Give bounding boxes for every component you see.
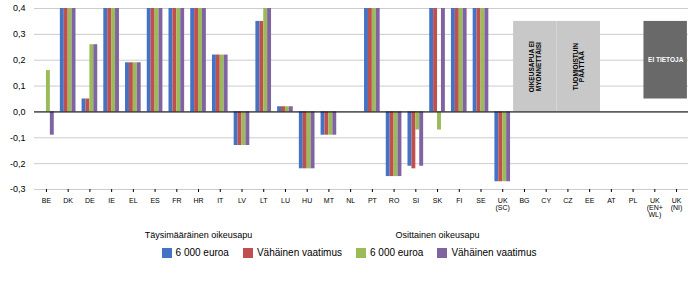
svg-text:0,2: 0,2	[13, 55, 26, 65]
svg-text:PT: PT	[368, 197, 378, 204]
svg-text:IE: IE	[108, 197, 115, 204]
svg-text:UK(NI): UK(NI)	[671, 197, 683, 212]
svg-text:0,3: 0,3	[13, 29, 26, 39]
svg-text:IT: IT	[217, 197, 224, 204]
svg-text:EL: EL	[129, 197, 138, 204]
html-text:Vähäinen vaatimus: Vähäinen vaatimus	[451, 247, 537, 258]
svg-text:SK: SK	[433, 197, 443, 204]
svg-text:AT: AT	[607, 197, 616, 204]
svg-text:LT: LT	[260, 197, 268, 204]
svg-text:BE: BE	[42, 197, 52, 204]
svg-text:ES: ES	[150, 197, 160, 204]
svg-text:HU: HU	[302, 197, 312, 204]
svg-text:0,4: 0,4	[13, 3, 26, 13]
svg-text:HR: HR	[193, 197, 203, 204]
svg-text:CY: CY	[541, 197, 551, 204]
svg-text:SE: SE	[476, 197, 486, 204]
svg-text:LV: LV	[238, 197, 246, 204]
svg-text:DE: DE	[85, 197, 95, 204]
svg-text:OIKEUSAPUA EIMYÖNNETTÄISI: OIKEUSAPUA EIMYÖNNETTÄISI	[528, 41, 542, 92]
svg-text:BG: BG	[519, 197, 529, 204]
svg-text:UK(EN+WL): UK(EN+WL)	[647, 197, 663, 218]
html-text:Vähäinen vaatimus: Vähäinen vaatimus	[256, 247, 342, 258]
svg-text:EI TIETOJA: EI TIETOJA	[648, 56, 684, 63]
html-text:6 000 euroa: 6 000 euroa	[370, 247, 424, 258]
svg-text:PL: PL	[629, 197, 638, 204]
svg-text:LU: LU	[281, 197, 290, 204]
svg-text:RO: RO	[389, 197, 400, 204]
svg-text:FI: FI	[456, 197, 462, 204]
svg-text:-0,2: -0,2	[10, 159, 26, 169]
svg-text:0,1: 0,1	[13, 81, 26, 91]
svg-text:FR: FR	[172, 197, 181, 204]
svg-text:SI: SI	[413, 197, 420, 204]
svg-text:DK: DK	[63, 197, 73, 204]
svg-text:UK(SC): UK(SC)	[496, 197, 510, 212]
svg-text:EE: EE	[585, 197, 595, 204]
svg-text:-0,3: -0,3	[10, 184, 26, 194]
svg-text:CZ: CZ	[563, 197, 573, 204]
svg-text:TUOMIOISTUINPÄÄTTÄÄ: TUOMIOISTUINPÄÄTTÄÄ	[572, 43, 586, 91]
svg-text:MT: MT	[324, 197, 335, 204]
svg-text:-0,1: -0,1	[10, 133, 26, 143]
svg-text:NL: NL	[346, 197, 355, 204]
svg-text:Täysimääräinen oikeusapu: Täysimääräinen oikeusapu	[145, 230, 253, 240]
html-text:6 000 euroa: 6 000 euroa	[175, 247, 229, 258]
svg-text:0,0: 0,0	[13, 107, 26, 117]
svg-text:Osittainen oikeusapu: Osittainen oikeusapu	[396, 230, 480, 240]
